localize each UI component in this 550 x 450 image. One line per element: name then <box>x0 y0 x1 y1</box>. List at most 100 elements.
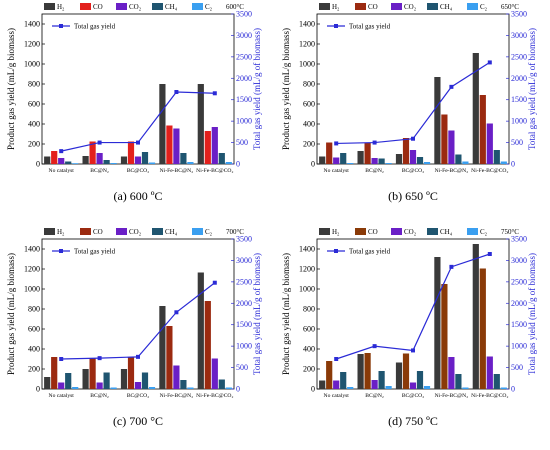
bar <box>72 163 79 164</box>
bar <box>326 142 333 164</box>
total-gas-yield-point <box>334 141 339 146</box>
temperature-label: 650°C <box>501 3 519 11</box>
bar <box>434 257 441 389</box>
bar <box>448 130 455 164</box>
legend-swatch <box>116 228 127 235</box>
x-tick-label: BC@CO₂ <box>127 168 149 174</box>
bar <box>141 152 149 164</box>
y-tick-label: 1000 <box>299 285 315 294</box>
y-right-tick-label: 2000 <box>236 299 252 308</box>
y-right-tick-label: 2000 <box>236 74 252 83</box>
x-tick-label: Ni-Fe-BC@CO₂ <box>196 168 233 174</box>
bar <box>120 369 128 389</box>
legend-swatch <box>427 228 438 235</box>
bar <box>44 377 51 389</box>
y-right-axis-label: Total gas yield (mL/g of biomass) <box>252 253 262 375</box>
total-gas-yield-point <box>372 344 377 349</box>
bar <box>180 153 187 164</box>
y-right-tick-label: 1500 <box>236 320 252 329</box>
x-tick-label: Ni-Fe-BC@N₂ <box>160 168 194 174</box>
total-gas-yield-point <box>59 357 64 361</box>
bar <box>448 357 455 389</box>
total-gas-yield-point <box>212 91 217 96</box>
x-tick-label: BC@N₂ <box>90 168 109 174</box>
y-tick-label: 600 <box>28 100 40 109</box>
legend-entry: CO <box>368 3 378 11</box>
x-tick-label: BC@CO₂ <box>127 393 149 399</box>
bar <box>65 373 72 389</box>
x-tick-label: No catalyst <box>324 168 350 174</box>
total-gas-yield-point <box>174 90 179 94</box>
y-tick-label: 200 <box>303 140 315 149</box>
y-tick-label: 800 <box>28 80 40 89</box>
y-tick-label: 0 <box>311 160 315 169</box>
bar <box>423 386 431 389</box>
legend-entry: C₂ <box>480 228 488 236</box>
legend-entry: CH₄ <box>440 3 453 11</box>
bar <box>472 244 479 389</box>
bar <box>51 151 58 164</box>
legend-entry: C₂ <box>205 228 213 236</box>
y-tick-label: 600 <box>28 325 40 334</box>
panel-caption: (c) 700 °C <box>113 414 163 428</box>
bar <box>500 387 507 389</box>
total-gas-yield-point <box>136 140 140 145</box>
y-tick-label: 400 <box>303 120 315 129</box>
bar <box>72 387 79 389</box>
legend-entry: C₂ <box>480 3 488 11</box>
bar <box>347 163 354 164</box>
y-tick-label: 1400 <box>24 20 40 29</box>
x-tick-label: Ni-Fe-BC@CO₂ <box>196 393 233 399</box>
total-gas-yield-point <box>136 354 140 359</box>
bar <box>141 372 149 389</box>
y-right-tick-label: 1000 <box>236 117 252 126</box>
y-tick-label: 0 <box>36 160 40 169</box>
bar <box>319 156 326 164</box>
y-right-tick-label: 2500 <box>236 277 252 286</box>
y-right-tick-label: 2000 <box>511 299 527 308</box>
total-gas-yield-point <box>487 252 492 256</box>
bar <box>225 162 232 164</box>
bar <box>385 386 392 389</box>
y-axis-label: Product gas yield (mL/g biomass) <box>281 28 291 150</box>
temperature-label: 600°C <box>226 3 244 11</box>
y-right-tick-label: 0 <box>236 160 240 169</box>
bar <box>173 365 180 389</box>
y-right-tick-label: 2500 <box>511 277 527 286</box>
y-right-tick-label: 3500 <box>236 235 252 244</box>
bar <box>218 379 225 389</box>
y-tick-label: 400 <box>303 345 315 354</box>
legend-swatch <box>355 3 366 10</box>
bar <box>441 284 448 389</box>
panel-caption: (d) 750 ºC <box>388 414 438 428</box>
total-gas-yield-line <box>336 61 491 145</box>
y-tick-label: 1400 <box>24 245 40 254</box>
legend-swatch <box>391 228 402 235</box>
bar <box>211 127 218 164</box>
legend-line-marker <box>59 24 63 28</box>
x-tick-label: BC@N₂ <box>365 168 384 174</box>
bar <box>166 125 173 164</box>
x-tick-label: No catalyst <box>324 393 350 399</box>
bar <box>120 156 128 164</box>
total-gas-yield-point <box>59 149 64 154</box>
x-tick-label: BC@CO₂ <box>402 168 424 174</box>
legend-entry: CO₂ <box>404 228 417 236</box>
y-right-tick-label: 1000 <box>236 342 252 351</box>
total-gas-yield-point <box>411 348 415 353</box>
x-tick-label: Ni-Fe-BC@N₂ <box>160 393 194 399</box>
legend-line-marker <box>59 249 63 253</box>
bar <box>134 382 142 389</box>
bar <box>103 372 110 389</box>
bar <box>110 387 117 389</box>
y-tick-label: 1400 <box>299 20 315 29</box>
bar <box>326 361 333 389</box>
x-tick-label: No catalyst <box>49 168 75 174</box>
bar <box>58 158 65 164</box>
y-tick-label: 1200 <box>299 265 315 274</box>
legend-swatch <box>391 3 402 10</box>
y-right-axis-label: Total gas yield (mL/g of biomass) <box>252 28 262 150</box>
legend-line-entry: Total gas yield <box>74 23 116 31</box>
y-right-tick-label: 3500 <box>511 235 527 244</box>
x-tick-label: Ni-Fe-BC@N₂ <box>435 168 469 174</box>
